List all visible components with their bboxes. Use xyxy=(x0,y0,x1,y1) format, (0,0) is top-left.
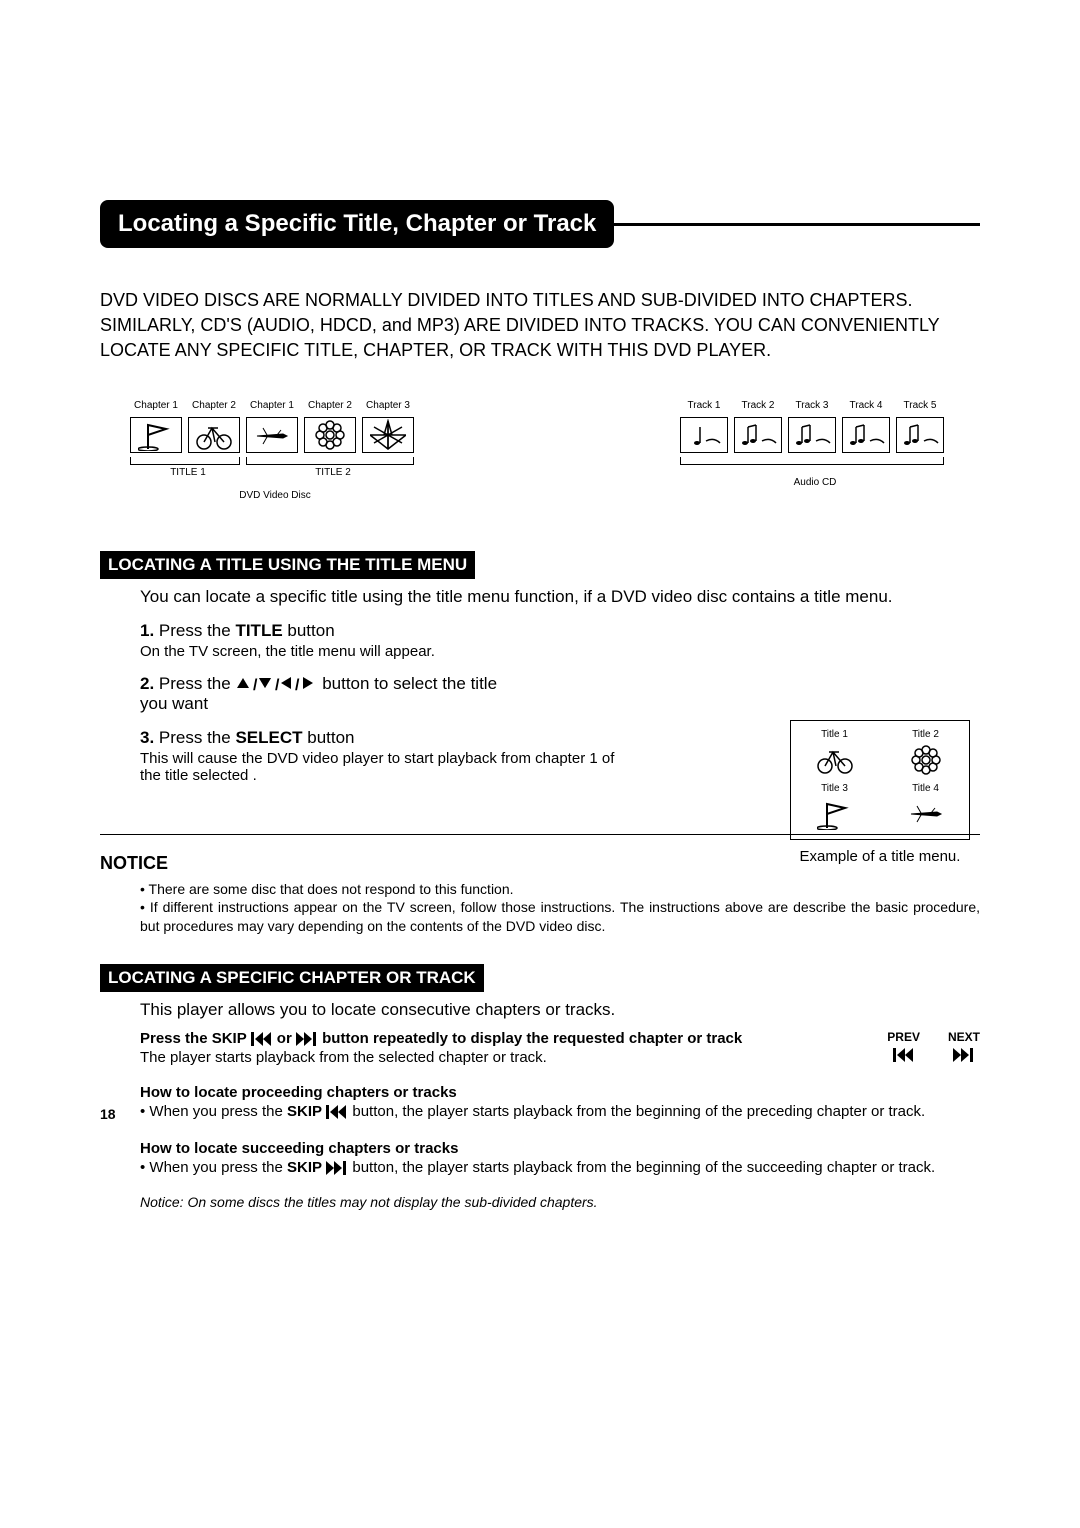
note-icon xyxy=(792,421,832,449)
section-intro: You can locate a specific title using th… xyxy=(100,587,980,607)
skip-next-icon xyxy=(326,1161,348,1175)
step-2: 2. Press the button to select the title … xyxy=(100,674,980,714)
page-title-bar: Locating a Specific Title, Chapter or Tr… xyxy=(100,200,980,248)
cd-diagram: Track 1 Track 2 Track 3 Track 4 Track 5 … xyxy=(680,400,950,501)
step-1: 1. Press the TITLE button On the TV scre… xyxy=(100,621,980,660)
dvd-diagram: Chapter 1 Chapter 2 Chapter 1 Chapter 2 … xyxy=(130,400,420,501)
bike-icon xyxy=(195,420,233,450)
tm-caption: Example of a title menu. xyxy=(790,848,970,865)
track-label: Track 4 xyxy=(850,400,883,411)
tm-label: Title 1 xyxy=(821,729,848,740)
plane-icon xyxy=(907,798,945,828)
step-sub: This will cause the DVD video player to … xyxy=(140,750,620,784)
track-label: Track 1 xyxy=(688,400,721,411)
note-icon xyxy=(684,421,724,449)
note-icon xyxy=(846,421,886,449)
notice-bullet: • There are some disc that does not resp… xyxy=(100,880,980,899)
section-header: LOCATING A TITLE USING THE TITLE MENU xyxy=(100,551,475,579)
succeeding-heading: How to locate succeeding chapters or tra… xyxy=(100,1140,980,1157)
chapter-label: Chapter 2 xyxy=(308,400,352,411)
bike-icon xyxy=(816,744,854,774)
flower-icon xyxy=(312,419,348,451)
chapter-label: Chapter 1 xyxy=(250,400,294,411)
step-sub: On the TV screen, the title menu will ap… xyxy=(140,643,980,660)
tm-label: Title 4 xyxy=(912,783,939,794)
skip-sub: The player starts playback from the sele… xyxy=(140,1049,867,1066)
proceeding-body: • When you press the SKIP button, the pl… xyxy=(100,1101,980,1122)
note-icon xyxy=(900,421,940,449)
chapter-label: Chapter 3 xyxy=(366,400,410,411)
section-intro: This player allows you to locate consecu… xyxy=(100,1000,980,1020)
step-number: 2. xyxy=(140,674,154,693)
italic-notice: Notice: On some discs the titles may not… xyxy=(100,1194,980,1210)
next-label: NEXT xyxy=(948,1030,980,1044)
title-label: TITLE 1 xyxy=(130,467,246,478)
page-title: Locating a Specific Title, Chapter or Tr… xyxy=(100,200,614,248)
flower-icon xyxy=(908,744,944,776)
track-label: Track 2 xyxy=(742,400,775,411)
track-label: Track 5 xyxy=(904,400,937,411)
dvd-label: DVD Video Disc xyxy=(130,490,420,501)
notice-block: NOTICE • There are some disc that does n… xyxy=(100,853,980,937)
skip-instruction: Press the SKIP or button repeatedly to d… xyxy=(140,1030,867,1047)
proceeding-heading: How to locate proceeding chapters or tra… xyxy=(100,1084,980,1101)
succeeding-body: • When you press the SKIP button, the pl… xyxy=(100,1157,980,1178)
prev-label: PREV xyxy=(887,1030,920,1044)
flag-icon xyxy=(138,419,174,451)
step-number: 3. xyxy=(140,728,154,747)
title-rule xyxy=(614,223,980,226)
skip-prev-icon xyxy=(326,1105,348,1119)
skip-prev-icon xyxy=(893,1048,915,1062)
tm-label: Title 3 xyxy=(821,783,848,794)
title-menu-example: Title 1 Title 2 Title 3 Title 4 Example … xyxy=(790,720,970,865)
track-label: Track 3 xyxy=(796,400,829,411)
plane-icon xyxy=(253,420,291,450)
chapter-label: Chapter 2 xyxy=(192,400,236,411)
arrow-keys-icon xyxy=(235,676,317,692)
intro-paragraph: DVD VIDEO DISCS ARE NORMALLY DIVIDED INT… xyxy=(100,288,980,364)
chapter-label: Chapter 1 xyxy=(134,400,178,411)
cd-label: Audio CD xyxy=(680,477,950,488)
title-label: TITLE 2 xyxy=(246,467,420,478)
skip-next-icon xyxy=(953,1048,975,1062)
flag-icon xyxy=(817,798,853,830)
section-header: LOCATING A SPECIFIC CHAPTER OR TRACK xyxy=(100,964,484,992)
page-number: 18 xyxy=(100,1106,116,1122)
tm-label: Title 2 xyxy=(912,729,939,740)
prev-next-labels: PREV NEXT xyxy=(887,1030,980,1062)
notice-bullet: • If different instructions appear on th… xyxy=(100,898,980,936)
diagrams-row: Chapter 1 Chapter 2 Chapter 1 Chapter 2 … xyxy=(130,400,950,501)
note-icon xyxy=(738,421,778,449)
skip-next-icon xyxy=(296,1032,318,1046)
star-icon xyxy=(370,419,406,451)
step-number: 1. xyxy=(140,621,154,640)
skip-prev-icon xyxy=(251,1032,273,1046)
section-locating-chapter: LOCATING A SPECIFIC CHAPTER OR TRACK Thi… xyxy=(100,964,980,1210)
